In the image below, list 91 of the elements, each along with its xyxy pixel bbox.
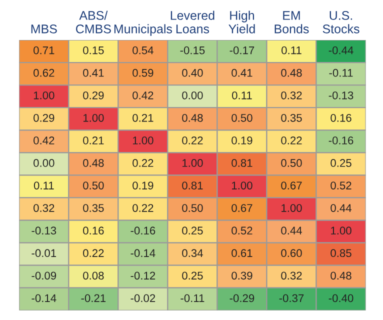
data-label: 1.00 (331, 226, 352, 235)
data-label: 0.11 (282, 46, 302, 54)
data-label: 0.11 (232, 91, 252, 100)
data-label: 0.21 (83, 136, 104, 144)
x-tick-label: U.S. Stocks (322, 11, 360, 34)
data-label: 0.16 (83, 226, 104, 235)
x-tick-label: MBS (31, 24, 57, 34)
data-label: 0.50 (232, 114, 252, 122)
data-label: 0.39 (232, 272, 252, 280)
data-label: 0.11 (34, 182, 54, 190)
data-label: -0.12 (130, 272, 156, 280)
data-label: 1.00 (182, 159, 203, 167)
data-label: -0.14 (130, 249, 156, 258)
data-label: 0.25 (182, 226, 203, 235)
data-label: 0.22 (281, 136, 302, 144)
data-label: 0.00 (34, 159, 54, 167)
data-label: 0.34 (182, 249, 203, 258)
data-label: -0.40 (328, 294, 354, 302)
data-label: 0.35 (281, 114, 302, 122)
data-label: -0.15 (180, 46, 205, 54)
x-tick-label: Municipals (114, 24, 172, 36)
data-label: 0.32 (34, 204, 54, 212)
data-label: 0.22 (132, 204, 154, 212)
data-label: 0.71 (34, 46, 54, 54)
data-label: 0.50 (182, 204, 203, 212)
data-label: 0.29 (83, 91, 104, 100)
data-label: -0.01 (32, 249, 56, 258)
x-tick-label: EM Bonds (274, 11, 309, 34)
data-label: -0.29 (230, 294, 254, 302)
data-label: -0.21 (81, 294, 106, 302)
data-label: 0.42 (34, 136, 54, 144)
data-label: 0.61 (232, 249, 252, 258)
data-label: 0.62 (34, 68, 54, 77)
data-label: 0.50 (83, 182, 104, 190)
data-label: 0.48 (83, 159, 104, 167)
data-label: 0.08 (83, 272, 104, 280)
data-label: 0.85 (330, 249, 352, 258)
data-label: -0.02 (130, 294, 156, 302)
data-label: 1.00 (282, 204, 302, 212)
data-label: 0.15 (83, 46, 104, 54)
data-label: -0.44 (328, 46, 354, 54)
data-label: -0.17 (230, 46, 254, 54)
data-label: 1.00 (232, 182, 252, 190)
data-label: 0.19 (232, 136, 252, 144)
data-label: 0.81 (232, 159, 252, 167)
data-label: 0.19 (132, 182, 154, 190)
data-label: 1.00 (132, 136, 154, 144)
data-label: 0.25 (182, 272, 203, 280)
data-label: 0.21 (132, 114, 154, 122)
data-label: 0.52 (232, 226, 252, 235)
data-label: -0.16 (328, 136, 354, 144)
data-label: 0.59 (132, 68, 154, 77)
data-label: -0.13 (328, 91, 354, 100)
data-label: 0.40 (182, 68, 203, 77)
x-tick-label: ABS/ CMBS (76, 10, 111, 34)
data-label: 0.22 (83, 249, 104, 258)
data-label: 0.35 (83, 204, 104, 212)
data-label: 0.42 (132, 91, 154, 100)
data-label: 0.48 (330, 272, 352, 280)
data-label: 0.00 (182, 91, 203, 100)
data-label: 0.48 (281, 68, 302, 77)
data-label: 0.81 (182, 182, 203, 190)
data-label: 0.44 (281, 226, 302, 235)
data-label: -0.13 (32, 226, 56, 235)
data-label: 0.16 (330, 114, 352, 122)
data-label: 0.67 (232, 204, 252, 212)
data-label: 0.52 (330, 182, 352, 190)
data-label: -0.16 (130, 226, 156, 235)
data-label: 0.41 (232, 68, 252, 77)
data-label: 0.25 (330, 159, 352, 167)
data-label: 1.00 (83, 114, 104, 122)
data-label: 0.48 (182, 114, 203, 122)
data-label: 0.60 (281, 249, 302, 258)
data-label: 0.50 (281, 159, 302, 167)
x-tick-label: Levered Loans (170, 10, 214, 34)
data-label: 0.44 (330, 204, 352, 212)
data-label: 0.41 (83, 68, 104, 77)
data-label: 0.32 (281, 91, 302, 100)
data-label: -0.09 (32, 272, 56, 280)
data-label: 0.32 (281, 272, 302, 280)
data-label: 0.22 (132, 159, 154, 167)
data-label: 0.67 (281, 182, 302, 190)
x-tick-label: High Yield (228, 10, 255, 34)
data-label: 0.29 (34, 114, 54, 122)
data-label: 0.54 (132, 46, 154, 54)
data-label: -0.37 (279, 294, 304, 302)
data-label: -0.11 (180, 294, 204, 302)
data-label: 1.00 (34, 91, 54, 100)
data-label: 0.22 (182, 136, 203, 144)
data-label: -0.14 (32, 294, 56, 302)
data-label: -0.11 (329, 68, 353, 77)
